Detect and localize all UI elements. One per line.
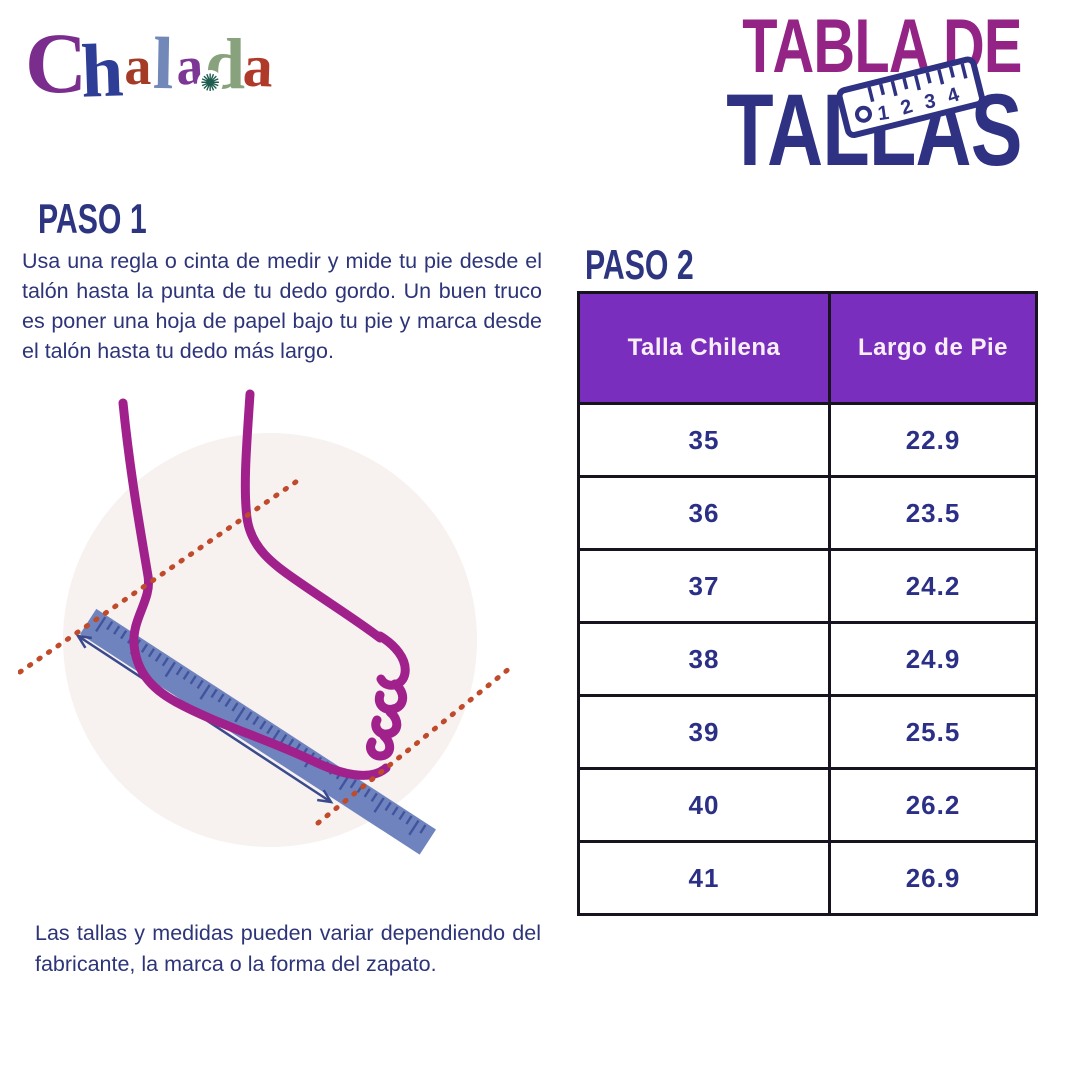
paso1-instructions: Usa una regla o cinta de medir y mide tu…: [22, 249, 542, 364]
table-cell: 22.9: [828, 402, 1038, 478]
page-title: TABLA DE TALLAS: [633, 8, 1023, 181]
ruler-icon-number: 1: [876, 102, 890, 125]
column-header-largo: Largo de Pie: [828, 291, 1038, 405]
table-cell: 26.9: [828, 840, 1038, 916]
table-cell: 40: [577, 767, 831, 843]
table-row: 38 24.9: [577, 621, 1038, 697]
table-row: 37 24.2: [577, 548, 1038, 624]
table-cell: 41: [577, 840, 831, 916]
table-row: 41 26.9: [577, 840, 1038, 916]
size-table: Talla Chilena Largo de Pie 35 22.9 36 23.5 3…: [577, 291, 1038, 916]
table-cell: 23.5: [828, 475, 1038, 551]
table-cell: 25.5: [828, 694, 1038, 770]
brand-logo: Chalada ✺: [25, 14, 274, 114]
table-row: 36 23.5: [577, 475, 1038, 551]
logo-letter: C: [25, 15, 88, 111]
ruler-icon: 1 2 3 4: [836, 56, 986, 139]
logo-letter: a: [241, 32, 275, 100]
disclaimer-text: Las tallas y medidas pueden variar depen…: [35, 921, 541, 977]
foot-outline: [118, 389, 410, 780]
table-cell: 24.2: [828, 548, 1038, 624]
ruler-icon-number: 3: [923, 90, 937, 113]
table-cell: 38: [577, 621, 831, 697]
size-table-body: 35 22.9 36 23.5 37 24.2 38 24.9 39 25.5 40 26.2 41 26…: [577, 402, 1038, 916]
table-cell: 24.9: [828, 621, 1038, 697]
table-row: 35 22.9: [577, 402, 1038, 478]
paso1-heading: PASO 1: [38, 195, 147, 242]
brand-logo-letters: Chalada: [25, 20, 274, 114]
logo-letter: l: [152, 22, 175, 106]
table-cell: 39: [577, 694, 831, 770]
logo-letter: h: [79, 28, 125, 114]
table-row: 39 25.5: [577, 694, 1038, 770]
flower-icon: ✺: [197, 70, 223, 96]
table-row: 40 26.2: [577, 767, 1038, 843]
paso2-heading: PASO 2: [585, 241, 694, 288]
logo-letter: a: [124, 36, 152, 96]
foot-measurement-illustration: [18, 389, 513, 855]
heel-guide-dotted-line: [18, 474, 306, 675]
toe-guide-dotted-line: [315, 665, 513, 826]
table-cell: 26.2: [828, 767, 1038, 843]
table-cell: 37: [577, 548, 831, 624]
table-header-row: Talla Chilena Largo de Pie: [577, 291, 1038, 405]
table-cell: 35: [577, 402, 831, 478]
column-header-talla: Talla Chilena: [577, 291, 831, 405]
table-cell: 36: [577, 475, 831, 551]
